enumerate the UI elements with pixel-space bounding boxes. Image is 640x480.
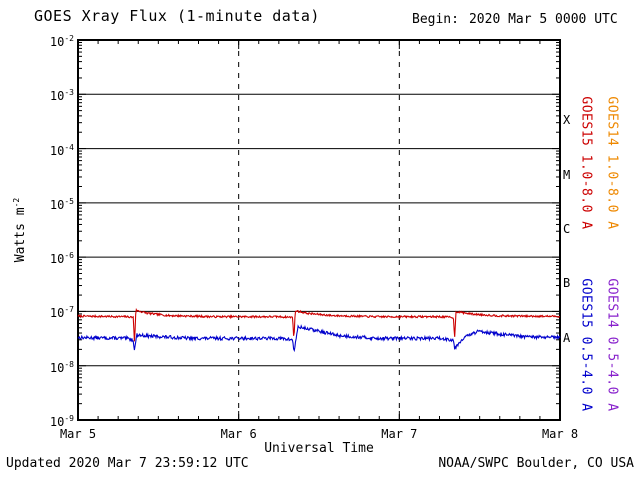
series-goes15-0-5-4-0-a — [77, 324, 561, 353]
series-goes15-1-0-8-0-a — [77, 307, 560, 342]
flux-class-letter-a: A — [563, 330, 571, 345]
right-axis-label-goes15-0-5-4-0-a: GOES15 0.5-4.0 A — [578, 278, 594, 412]
plot-border — [77, 39, 561, 421]
flux-class-letter-m: M — [563, 167, 571, 182]
flux-class-letter-b: B — [563, 276, 571, 291]
right-axis-label-goes15-1-0-8-0-a: GOES15 1.0-8.0 A — [578, 96, 594, 230]
data-source-label: NOAA/SWPC Boulder, CO USA — [438, 456, 634, 471]
y-tick-label: 10-5 — [49, 196, 74, 212]
y-tick-label: 10-3 — [49, 88, 74, 104]
x-axis-label: Universal Time — [264, 441, 374, 456]
begin-label: Begin: — [412, 12, 459, 27]
chart-title: GOES Xray Flux (1-minute data) — [34, 7, 320, 25]
updated-timestamp: Updated 2020 Mar 7 23:59:12 UTC — [6, 456, 249, 471]
x-tick-label: Mar 6 — [220, 427, 257, 441]
right-axis-label-goes14-1-0-8-0-a: GOES14 1.0-8.0 A — [604, 96, 620, 230]
begin-timestamp: Begin: 2020 Mar 5 0000 UTC — [412, 12, 618, 27]
y-tick-label: 10-6 — [49, 251, 74, 267]
flux-class-letter-c: C — [563, 222, 571, 236]
y-tick-label: 10-9 — [49, 414, 74, 429]
y-tick-label: 10-2 — [49, 34, 74, 49]
right-axis-label-goes14-0-5-4-0-a: GOES14 0.5-4.0 A — [604, 278, 620, 412]
y-tick-label: 10-7 — [49, 305, 74, 321]
x-tick-label: Mar 7 — [381, 427, 418, 441]
flux-class-letter-x: X — [563, 113, 571, 128]
x-tick-label: Mar 5 — [59, 427, 97, 441]
x-tick-label: Mar 8 — [541, 427, 579, 441]
y-tick-label: 10-8 — [49, 359, 74, 375]
begin-value: 2020 Mar 5 0000 UTC — [468, 12, 618, 27]
y-tick-label: 10-4 — [49, 142, 74, 158]
